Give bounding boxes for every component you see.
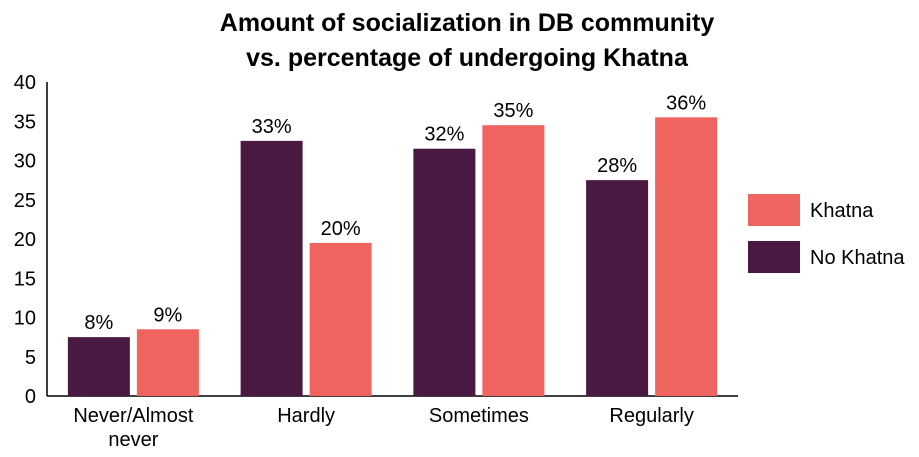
y-tick-label: 25 (14, 190, 36, 212)
y-tick-label: 10 (14, 308, 36, 330)
data-label: 20% (321, 218, 361, 240)
legend-swatch (748, 241, 800, 273)
y-tick-label: 35 (14, 111, 36, 133)
legend-label: No Khatna (810, 247, 905, 269)
bar (482, 125, 545, 397)
legend-label: Khatna (810, 200, 874, 222)
data-label: 8% (84, 312, 113, 334)
chart-title: Amount of socialization in DB community v… (220, 9, 715, 72)
y-tick-label: 0 (25, 386, 36, 408)
x-category-label: Sometimes (429, 405, 529, 427)
data-label: 36% (666, 92, 706, 114)
x-category-label: Hardly (277, 405, 335, 427)
data-label: 33% (252, 116, 292, 138)
y-tick-label: 30 (14, 151, 36, 173)
chart-title-line: vs. percentage of undergoing Khatna (246, 44, 689, 72)
bar (67, 337, 130, 396)
chart-legend: Khatna No Khatna (748, 194, 905, 273)
bar (240, 140, 303, 396)
data-label: 28% (597, 155, 637, 177)
bar (136, 329, 199, 396)
x-category-label: never (108, 429, 158, 451)
x-category-label: Regularly (609, 405, 693, 427)
y-tick-label: 5 (25, 347, 36, 369)
y-tick-label: 15 (14, 268, 36, 290)
bar (413, 148, 476, 396)
y-tick-label: 40 (14, 72, 36, 94)
bar (309, 242, 372, 396)
bar (655, 117, 718, 396)
bar (586, 180, 649, 396)
data-label: 9% (153, 304, 182, 326)
chart-data-labels: 8% 9% 33% 20% 32% 35% 28% 36% (84, 92, 706, 334)
chart-title-line: Amount of socialization in DB community (220, 9, 715, 37)
x-category-label: Never/Almost (73, 405, 193, 427)
data-label: 35% (493, 100, 533, 122)
data-label: 32% (424, 124, 464, 146)
chart-bars (67, 117, 718, 397)
y-tick-label: 20 (14, 229, 36, 251)
legend-swatch (748, 194, 800, 226)
